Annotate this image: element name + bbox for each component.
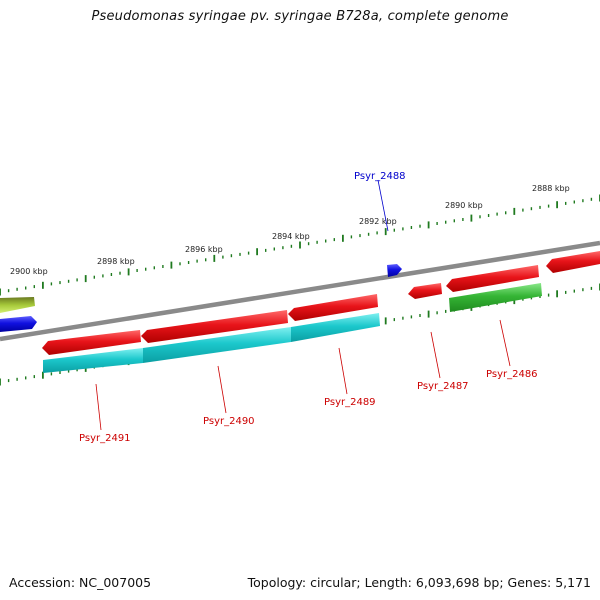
gene-label-psyr-2490[interactable]: Psyr_2490 (203, 416, 255, 427)
genome-summary-text: Topology: circular; Length: 6,093,698 bp… (247, 575, 591, 590)
leader-psyr-2488 (377, 179, 389, 232)
gene-label-psyr-2486[interactable]: Psyr_2486 (486, 369, 538, 380)
gene-psyr-2487-arrow[interactable] (408, 283, 442, 299)
gene-label-psyr-2489[interactable]: Psyr_2489 (324, 397, 376, 408)
gene-psyr-2489-arrow[interactable] (288, 294, 378, 321)
gene-label-psyr-2488[interactable]: Psyr_2488 (354, 171, 406, 182)
scale-label-2894: 2894 kbp (272, 232, 310, 241)
scale-label-2896: 2896 kbp (185, 245, 223, 254)
gene-right-red-arrow[interactable] (546, 251, 600, 273)
gene-blue-left[interactable] (0, 316, 37, 332)
leader-psyr-2491 (95, 383, 102, 431)
genome-title: Pseudomonas syringae pv. syringae B728a,… (91, 9, 509, 24)
gene-cyan-block-1[interactable] (43, 348, 143, 373)
gene-label-psyr-2491[interactable]: Psyr_2491 (79, 433, 131, 444)
scale-label-2888: 2888 kbp (532, 184, 570, 193)
genome-backbone (0, 240, 600, 342)
gene-psyr-2490-arrow[interactable] (141, 310, 288, 343)
scale-label-2892: 2892 kbp (359, 217, 397, 226)
scale-label-2898: 2898 kbp (97, 257, 135, 266)
gene-psyr-2486-arrow[interactable] (446, 265, 539, 292)
leader-psyr-2489 (338, 347, 348, 395)
leader-psyr-2487 (430, 331, 441, 379)
gene-psyr-2488-arrow[interactable] (387, 264, 402, 277)
upper-scale-ticks (0, 194, 600, 296)
leader-psyr-2486 (499, 319, 511, 367)
gene-psyr-2491-arrow[interactable] (42, 330, 141, 355)
gene-olive-partial[interactable] (0, 297, 35, 313)
gene-cyan-block-2[interactable] (143, 327, 291, 363)
scale-label-2890: 2890 kbp (445, 201, 483, 210)
gene-green-block[interactable] (449, 283, 542, 312)
scale-label-2900: 2900 kbp (10, 267, 48, 276)
gene-cyan-block-3[interactable] (291, 313, 380, 342)
leader-psyr-2490 (217, 365, 227, 414)
gene-label-psyr-2487[interactable]: Psyr_2487 (417, 381, 469, 392)
accession-text: Accession: NC_007005 (9, 575, 152, 590)
